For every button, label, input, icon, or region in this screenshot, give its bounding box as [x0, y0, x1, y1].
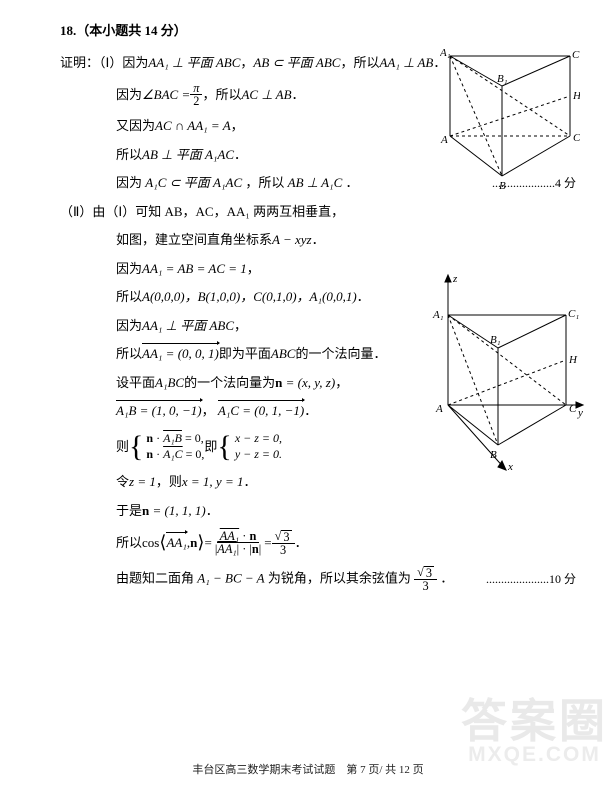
svg-text:H: H	[568, 354, 578, 366]
proof-line-7: 如图，建立空间直角坐标系 A − xyz ．	[60, 230, 576, 250]
svg-text:C: C	[569, 403, 577, 415]
watermark: 答案圈 MXQE.COM	[461, 698, 608, 765]
proof-line-17: 所以 cos ⟨ AA₁, n ⟩ = AA₁ · n |AA₁| · |n| …	[60, 529, 576, 556]
svg-text:C: C	[573, 132, 580, 144]
svg-text:x: x	[507, 461, 513, 473]
question-header: 18.（本小题共 14 分）	[60, 20, 576, 39]
proof-line-6: （Ⅱ）由（Ⅰ）可知 AB，AC，AA₁ 两两互相垂直，	[60, 202, 576, 222]
svg-text:A: A	[435, 403, 443, 415]
proof-line-15: 令 z = 1 ，则 x = 1, y = 1 ．	[60, 472, 576, 492]
svg-text:z: z	[452, 273, 458, 285]
svg-text:B: B	[490, 449, 497, 461]
svg-text:B₁: B₁	[497, 73, 508, 85]
prism-figure-1: A₁ B₁ C₁ H A B C	[440, 46, 580, 196]
svg-text:A₁: A₁	[432, 309, 444, 321]
svg-text:A: A	[440, 134, 448, 146]
page-footer: 丰台区高三数学期末考试试题 第 7 页/ 共 12 页	[0, 761, 616, 777]
svg-text:H: H	[572, 90, 580, 102]
svg-text:A₁: A₁	[440, 47, 451, 59]
svg-text:y: y	[577, 407, 583, 419]
score-10: .....................10 分	[486, 570, 576, 588]
proof-line-18: 由题知二面角 A₁ − BC − A 为锐角，所以其余弦值为 √3 3 ． ..…	[60, 566, 576, 593]
svg-text:C₁: C₁	[572, 49, 580, 61]
svg-text:B: B	[499, 180, 506, 192]
svg-text:B₁: B₁	[490, 334, 501, 346]
svg-text:C₁: C₁	[568, 308, 579, 320]
prism-figure-2: z y x A₁ B₁ C₁ H A B C	[408, 270, 588, 475]
proof-line-16: 于是 n = (1, 1, 1) ．	[60, 501, 576, 521]
